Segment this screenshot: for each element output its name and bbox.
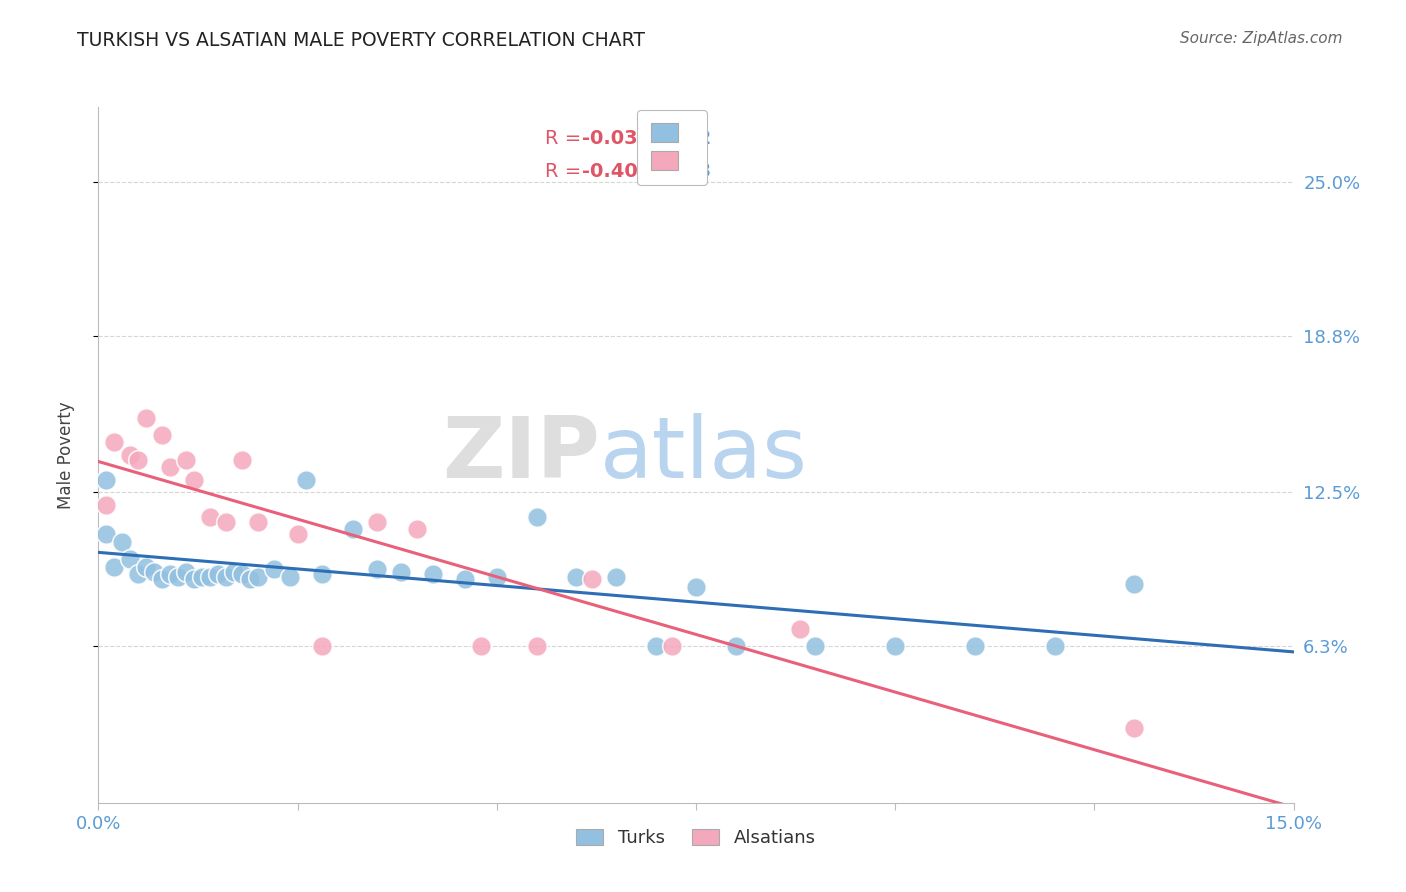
Point	[311, 639, 333, 653]
Point	[470, 639, 492, 653]
Point	[96, 473, 118, 487]
Point	[804, 639, 827, 653]
Point	[150, 572, 173, 586]
Point	[287, 527, 309, 541]
Point	[191, 570, 214, 584]
Point	[526, 510, 548, 524]
Point	[183, 572, 205, 586]
Point	[645, 639, 668, 653]
Text: 42: 42	[685, 128, 711, 148]
Point	[96, 527, 118, 541]
Point	[174, 453, 197, 467]
Legend: Turks, Alsatians: Turks, Alsatians	[568, 820, 824, 856]
Point	[789, 622, 811, 636]
Point	[884, 639, 907, 653]
Text: 23: 23	[685, 161, 711, 180]
Point	[174, 565, 197, 579]
Point	[127, 567, 149, 582]
Point	[120, 448, 142, 462]
Point	[366, 562, 388, 576]
Point	[422, 567, 444, 582]
Point	[231, 453, 253, 467]
Point	[526, 639, 548, 653]
Point	[215, 570, 238, 584]
Point	[135, 559, 157, 574]
Point	[222, 565, 245, 579]
Point	[96, 498, 118, 512]
Point	[120, 552, 142, 566]
Point	[246, 515, 269, 529]
Point	[198, 570, 221, 584]
Text: Source: ZipAtlas.com: Source: ZipAtlas.com	[1180, 31, 1343, 46]
Text: R =: R =	[546, 161, 588, 180]
Point	[231, 567, 253, 582]
Point	[143, 565, 166, 579]
Point	[111, 534, 134, 549]
Point	[565, 570, 588, 584]
Point	[724, 639, 747, 653]
Point	[485, 570, 508, 584]
Y-axis label: Male Poverty: Male Poverty	[56, 401, 75, 508]
Point	[103, 559, 125, 574]
Point	[963, 639, 986, 653]
Point	[1043, 639, 1066, 653]
Text: atlas: atlas	[600, 413, 808, 497]
Point	[1123, 577, 1146, 591]
Point	[246, 570, 269, 584]
Text: ZIP: ZIP	[443, 413, 600, 497]
Text: -0.404: -0.404	[582, 161, 652, 180]
Text: N =: N =	[651, 128, 695, 148]
Point	[207, 567, 229, 582]
Point	[661, 639, 683, 653]
Point	[127, 453, 149, 467]
Point	[1123, 721, 1146, 735]
Point	[581, 572, 603, 586]
Point	[685, 580, 707, 594]
Point	[167, 570, 190, 584]
Point	[135, 410, 157, 425]
Text: -0.037: -0.037	[582, 128, 651, 148]
Point	[311, 567, 333, 582]
Point	[103, 435, 125, 450]
Point	[263, 562, 285, 576]
Point	[159, 460, 181, 475]
Text: N =: N =	[651, 161, 695, 180]
Point	[454, 572, 477, 586]
Point	[183, 473, 205, 487]
Text: TURKISH VS ALSATIAN MALE POVERTY CORRELATION CHART: TURKISH VS ALSATIAN MALE POVERTY CORRELA…	[77, 31, 645, 50]
Point	[342, 523, 364, 537]
Point	[389, 565, 412, 579]
Point	[159, 567, 181, 582]
Point	[294, 473, 316, 487]
Point	[150, 428, 173, 442]
Point	[366, 515, 388, 529]
Point	[239, 572, 262, 586]
Point	[605, 570, 627, 584]
Text: R =: R =	[546, 128, 588, 148]
Point	[406, 523, 429, 537]
Point	[215, 515, 238, 529]
Point	[198, 510, 221, 524]
Point	[278, 570, 301, 584]
